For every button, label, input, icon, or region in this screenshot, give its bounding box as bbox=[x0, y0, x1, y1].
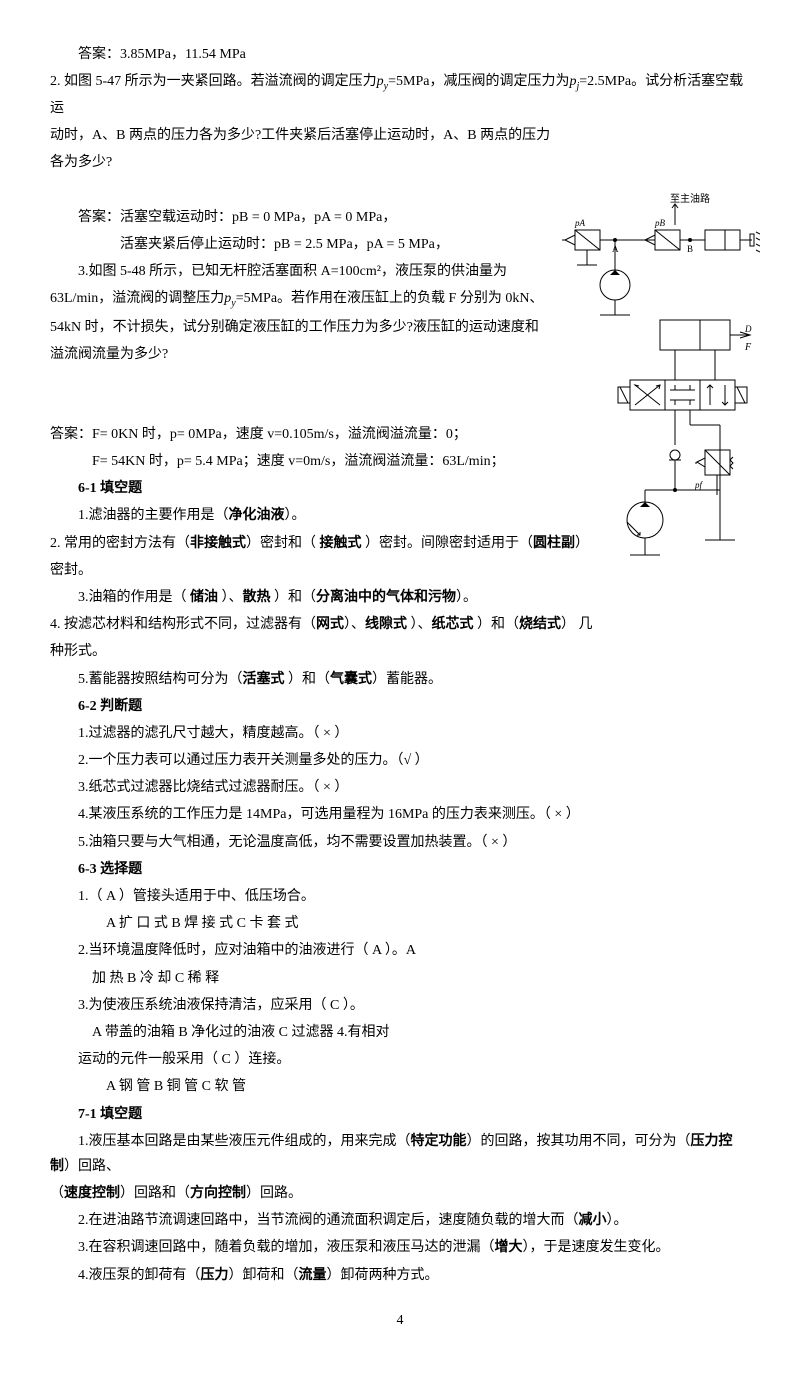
s61-q5: 5.蓄能器按照结构可分为（活塞式 ）和（气囊式）蓄能器。 bbox=[50, 667, 750, 692]
s71-q4: 4.液压泵的卸荷有（压力）卸荷和（流量）卸荷两种方式。 bbox=[50, 1263, 750, 1288]
s62-q2: 2.一个压力表可以通过压力表开关测量多处的压力。（√ ） bbox=[50, 748, 750, 773]
svg-text:D: D bbox=[744, 324, 752, 334]
question-2-line1: 2. 如图 5-47 所示为一夹紧回路。若溢流阀的调定压力py=5MPa，减压阀… bbox=[50, 69, 750, 121]
answer-1: 答案：3.85MPa，11.54 MPa bbox=[50, 42, 750, 67]
s63-q2: 2.当环境温度降低时，应对油箱中的油液进行（ A ）。A bbox=[50, 938, 750, 963]
svg-text:pB: pB bbox=[654, 218, 666, 228]
section-6-2-title: 6-2 判断题 bbox=[50, 694, 750, 719]
s61-q3: 3.油箱的作用是（ 储油 ）、散热 ）和（分离油中的气体和污物）。 bbox=[50, 585, 750, 610]
s63-q1: 1.（ A ）管接头适用于中、低压场合。 bbox=[50, 884, 750, 909]
s63-q3: 3.为使液压系统油液保持清洁，应采用（ C ）。 bbox=[50, 993, 750, 1018]
section-6-3-title: 6-3 选择题 bbox=[50, 857, 750, 882]
question-2-line3: 各为多少? bbox=[50, 150, 750, 175]
hydraulic-diagram-2: D F pf bbox=[580, 310, 760, 570]
s71-q1b: （速度控制）回路和（方向控制）回路。 bbox=[50, 1181, 750, 1206]
section-7-1-title: 7-1 填空题 bbox=[50, 1102, 750, 1127]
s63-q1-opts: A 扩 口 式 B 焊 接 式 C 卡 套 式 bbox=[50, 911, 750, 936]
s62-q1: 1.过滤器的滤孔尺寸越大，精度越高。（ × ） bbox=[50, 721, 750, 746]
s63-q4: 运动的元件一般采用（ C ）连接。 bbox=[50, 1047, 750, 1072]
s62-q4: 4.某液压系统的工作压力是 14MPa，可选用量程为 16MPa 的压力表来测压… bbox=[50, 802, 750, 827]
svg-text:pA: pA bbox=[574, 218, 586, 228]
s71-q2: 2.在进油路节流调速回路中，当节流阀的通流面积调定后，速度随负载的增大而（减小）… bbox=[50, 1208, 750, 1233]
s63-q4-opts: A 钢 管 B 铜 管 C 软 管 bbox=[50, 1074, 750, 1099]
s63-q3-opts: A 带盖的油箱 B 净化过的油液 C 过滤器 4.有相对 bbox=[50, 1020, 750, 1045]
s71-q1: 1.液压基本回路是由某些液压元件组成的，用来完成（特定功能）的回路，按其功用不同… bbox=[50, 1129, 750, 1179]
s71-q3: 3.在容积调速回路中，随着负载的增加，液压泵和液压马达的泄漏（增大），于是速度发… bbox=[50, 1235, 750, 1260]
s61-q4b: 种形式。 bbox=[50, 639, 750, 664]
s63-q2-opts: 加 热 B 冷 却 C 稀 释 bbox=[50, 966, 750, 991]
svg-text:至主油路: 至主油路 bbox=[670, 192, 710, 205]
question-2-line2: 动时，A、B 两点的压力各为多少?工件夹紧后活塞停止运动时，A、B 两点的压力 bbox=[50, 123, 750, 148]
hydraulic-diagram-1: 至主油路 pA pB A B bbox=[560, 190, 760, 320]
s61-q4: 4. 按滤芯材料和结构形式不同，过滤器有（网式）、线隙式 ）、纸芯式 ）和（烧结… bbox=[50, 612, 750, 637]
s62-q3: 3.纸芯式过滤器比烧结式过滤器耐压。（ × ） bbox=[50, 775, 750, 800]
svg-text:pf: pf bbox=[694, 480, 704, 490]
s62-q5: 5.油箱只要与大气相通，无论温度高低，均不需要设置加热装置。（ × ） bbox=[50, 830, 750, 855]
svg-text:F: F bbox=[744, 342, 752, 353]
svg-text:B: B bbox=[687, 244, 693, 254]
page-number: 4 bbox=[50, 1308, 750, 1333]
